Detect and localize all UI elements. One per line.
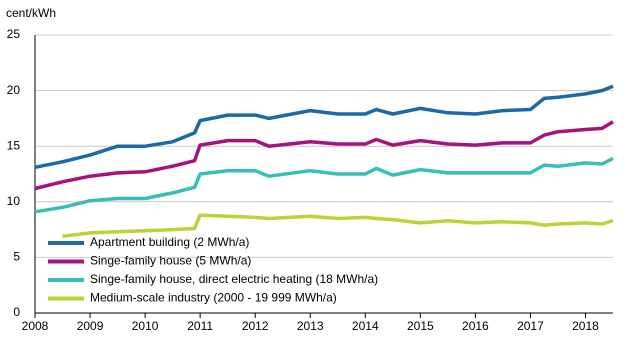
legend-label: Singe-family house, direct electric heat…	[90, 272, 378, 286]
x-tick-label: 2009	[77, 319, 104, 333]
series-line	[34, 156, 614, 214]
y-tick-label: 0	[13, 305, 20, 319]
x-tick-label: 2018	[572, 319, 599, 333]
y-tick-label: 5	[13, 250, 20, 264]
y-tick-label: 25	[7, 27, 21, 41]
legend-label: Singe-family house (5 MWh/a)	[90, 254, 251, 268]
legend-label: Medium-scale industry (2000 - 19 999 MWh…	[90, 291, 337, 305]
x-tick-label: 2015	[407, 319, 434, 333]
series-line	[62, 213, 614, 239]
x-tick-label: 2012	[242, 319, 269, 333]
series-line	[34, 84, 614, 170]
x-tick-label: 2016	[462, 319, 489, 333]
x-tick-label: 2017	[517, 319, 544, 333]
legend-label: Apartment building (2 MWh/a)	[90, 235, 249, 249]
x-tick-label: 2010	[132, 319, 159, 333]
series-line	[34, 120, 614, 191]
y-axis-label: cent/kWh	[6, 6, 56, 20]
x-tick-label: 2013	[297, 319, 324, 333]
x-tick-label: 2014	[352, 319, 379, 333]
x-tick-label: 2011	[187, 319, 213, 333]
y-tick-label: 10	[7, 194, 21, 208]
x-tick-label: 2008	[22, 319, 49, 333]
y-tick-label: 15	[7, 138, 21, 152]
y-tick-label: 20	[7, 83, 21, 97]
